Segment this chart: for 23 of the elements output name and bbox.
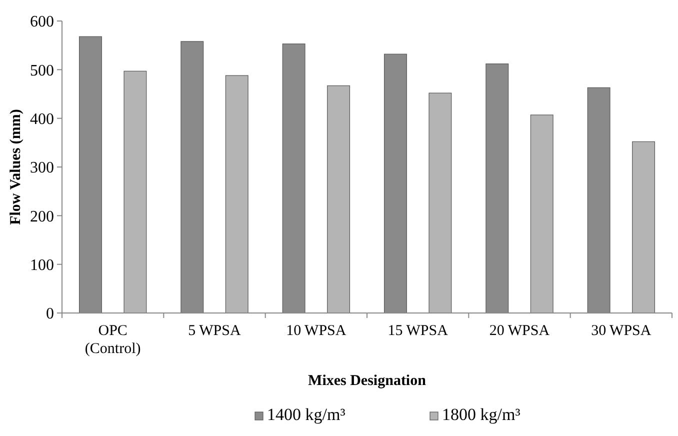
legend-label: 1400 kg/m³ bbox=[267, 405, 346, 424]
y-tick-label: 0 bbox=[46, 306, 54, 323]
x-tick-label: 15 WPSA bbox=[388, 323, 448, 339]
y-axis-title: Flow Values (mm) bbox=[8, 109, 24, 225]
x-tick-label: 10 WPSA bbox=[286, 323, 346, 339]
x-tick-label: OPC (Control) bbox=[84, 323, 141, 357]
bar bbox=[530, 114, 554, 314]
bar bbox=[327, 85, 350, 314]
bar bbox=[124, 70, 147, 314]
x-tick-label: 30 WPSA bbox=[591, 323, 652, 339]
bar bbox=[632, 141, 656, 314]
bar bbox=[428, 92, 452, 314]
y-tick-label: 100 bbox=[30, 256, 54, 274]
y-tick-label: 400 bbox=[30, 110, 54, 128]
y-tick-label: 500 bbox=[30, 62, 54, 80]
y-tick-label: 300 bbox=[30, 160, 54, 177]
bar bbox=[225, 75, 248, 314]
legend-label: 1800 kg/m³ bbox=[442, 405, 520, 424]
x-tick-label: 5 WPSA bbox=[188, 323, 241, 339]
x-tick-label: 20 WPSA bbox=[489, 323, 550, 339]
y-tick-label: 600 bbox=[30, 14, 54, 31]
x-axis-title: Mixes Designation bbox=[308, 373, 427, 389]
y-tick-label: 200 bbox=[30, 208, 54, 226]
